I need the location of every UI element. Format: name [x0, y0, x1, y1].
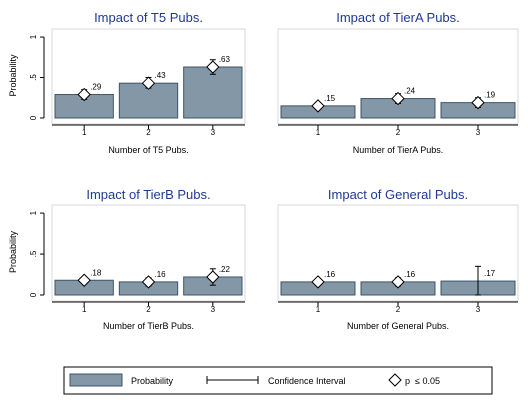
significance-marker [471, 95, 485, 110]
panel-title: Impact of General Pubs. [328, 187, 468, 202]
x-tick-label: 1 [316, 128, 321, 137]
x-tick-label: 3 [211, 128, 216, 137]
data-label: .18 [90, 268, 102, 277]
y-tick-label: .5 [29, 250, 38, 257]
legend-ci-label: Confidence Interval [268, 376, 346, 386]
legend-ci-icon [206, 376, 259, 384]
significance-marker [311, 99, 325, 113]
data-label: .63 [219, 55, 231, 64]
panel-title: Impact of T5 Pubs. [94, 10, 203, 25]
chart-panel: Impact of T5 Pubs. 0 .5 1 Probability .29 1 .43… [8, 10, 246, 155]
significance-marker [311, 275, 325, 289]
data-label: .16 [155, 270, 167, 279]
significance-marker [206, 60, 220, 74]
legend-probability-swatch [69, 373, 123, 387]
significance-marker [391, 91, 405, 106]
bar [183, 66, 243, 119]
x-tick-label: 1 [316, 305, 321, 314]
legend: Probability Confidence Interval p ≤ 0.05 [63, 366, 493, 395]
x-tick-label: 3 [476, 305, 481, 314]
significance-marker [77, 273, 91, 287]
data-label: .24 [404, 87, 416, 96]
x-tick-label: 2 [146, 128, 151, 137]
panel-title: Impact of TierA Pubs. [336, 10, 460, 25]
significance-marker [141, 275, 156, 289]
significance-marker [77, 87, 91, 102]
data-label: .29 [90, 83, 102, 92]
x-tick-label: 2 [396, 128, 401, 137]
significance-marker [206, 270, 220, 284]
data-label: .22 [219, 265, 231, 274]
y-tick-label: 1 [29, 34, 38, 39]
chart-panel: Impact of General Pubs. .16 1 .16 2 .17 3 Numbe… [277, 187, 519, 331]
x-tick-label: 1 [82, 305, 87, 314]
y-axis-label: Probability [8, 54, 18, 97]
y-tick-label: 0 [29, 115, 38, 120]
legend-probability-label: Probability [131, 376, 174, 386]
x-tick-label: 2 [396, 305, 401, 314]
data-label: .16 [404, 270, 416, 279]
x-tick-label: 3 [211, 305, 216, 314]
x-axis-label: Number of General Pubs. [347, 321, 449, 331]
panel-title: Impact of TierB Pubs. [86, 187, 210, 202]
data-label: .19 [484, 91, 496, 100]
chart-panel: Impact of TierB Pubs. 0 .5 1 Probability .18 1… [8, 187, 246, 331]
data-label: .16 [324, 270, 336, 279]
y-axis-label: Probability [8, 230, 18, 273]
x-axis-label: Number of T5 Pubs. [108, 145, 188, 155]
significance-marker [141, 76, 156, 90]
data-label: .17 [484, 269, 496, 278]
x-tick-label: 2 [146, 305, 151, 314]
x-tick-label: 3 [476, 128, 481, 137]
x-axis-label: Number of TierB Pubs. [103, 321, 194, 331]
data-label: .43 [155, 71, 167, 80]
x-axis-label: Number of TierA Pubs. [353, 145, 444, 155]
x-tick-label: 1 [82, 128, 87, 137]
chart-panel: Impact of TierA Pubs. .15 1 .24 2 .19 3 Number … [277, 10, 519, 155]
y-tick-label: 1 [29, 210, 38, 215]
legend-sig-label: p ≤ 0.05 [405, 376, 440, 386]
legend-diamond-icon [388, 373, 402, 387]
y-tick-label: 0 [29, 292, 38, 297]
data-label: .15 [324, 94, 336, 103]
y-tick-label: .5 [29, 74, 38, 81]
significance-marker [391, 275, 405, 289]
